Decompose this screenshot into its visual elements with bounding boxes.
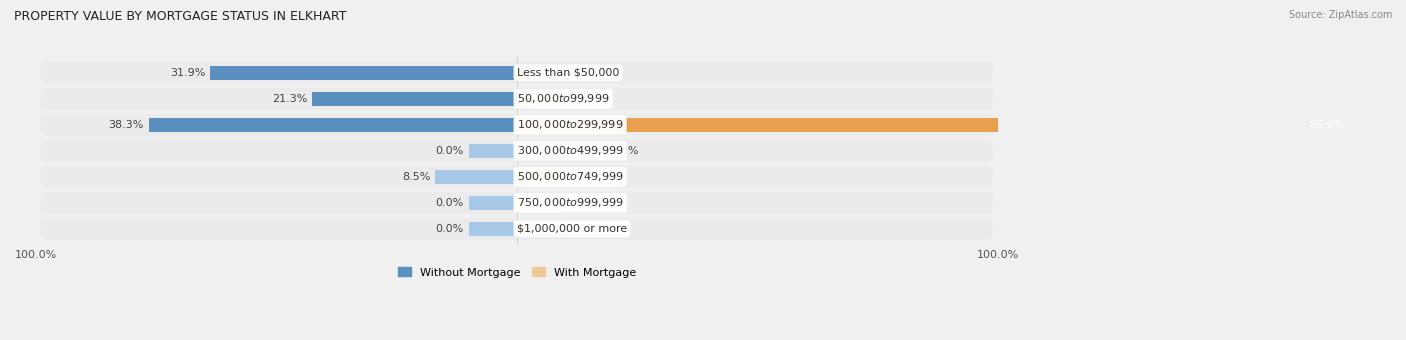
Text: $50,000 to $99,999: $50,000 to $99,999 <box>517 92 609 105</box>
Text: 21.3%: 21.3% <box>271 94 308 104</box>
FancyBboxPatch shape <box>41 140 993 162</box>
FancyBboxPatch shape <box>41 218 993 240</box>
Bar <box>149 118 517 132</box>
Text: 0.0%: 0.0% <box>436 146 464 156</box>
FancyBboxPatch shape <box>41 114 993 136</box>
Bar <box>517 195 565 210</box>
Text: 9.2%: 9.2% <box>610 146 638 156</box>
Bar <box>517 66 565 80</box>
Text: Less than $50,000: Less than $50,000 <box>517 68 619 78</box>
Bar <box>312 91 517 106</box>
Bar <box>468 195 517 210</box>
Text: PROPERTY VALUE BY MORTGAGE STATUS IN ELKHART: PROPERTY VALUE BY MORTGAGE STATUS IN ELK… <box>14 10 346 23</box>
Text: $500,000 to $749,999: $500,000 to $749,999 <box>517 170 623 183</box>
Text: 8.5%: 8.5% <box>402 172 430 182</box>
Text: 0.0%: 0.0% <box>569 172 598 182</box>
Bar <box>517 222 565 236</box>
Text: 2.8%: 2.8% <box>569 68 599 78</box>
Bar <box>468 143 517 158</box>
Text: 0.0%: 0.0% <box>436 198 464 208</box>
Text: 1.4%: 1.4% <box>569 94 598 104</box>
FancyBboxPatch shape <box>41 166 993 188</box>
Bar <box>517 170 565 184</box>
Bar <box>468 222 517 236</box>
Text: 38.3%: 38.3% <box>108 120 143 130</box>
Text: Source: ZipAtlas.com: Source: ZipAtlas.com <box>1288 10 1392 20</box>
Text: 86.6%: 86.6% <box>1309 120 1344 130</box>
Bar <box>209 66 517 80</box>
Bar <box>517 118 1350 132</box>
Bar <box>434 170 517 184</box>
FancyBboxPatch shape <box>41 88 993 110</box>
Text: $750,000 to $999,999: $750,000 to $999,999 <box>517 196 623 209</box>
Text: 31.9%: 31.9% <box>170 68 205 78</box>
Text: $1,000,000 or more: $1,000,000 or more <box>517 224 627 234</box>
Text: $300,000 to $499,999: $300,000 to $499,999 <box>517 144 623 157</box>
FancyBboxPatch shape <box>41 192 993 214</box>
Text: 0.0%: 0.0% <box>436 224 464 234</box>
FancyBboxPatch shape <box>41 62 993 84</box>
Text: $100,000 to $299,999: $100,000 to $299,999 <box>517 118 623 131</box>
Bar <box>517 143 606 158</box>
Legend: Without Mortgage, With Mortgage: Without Mortgage, With Mortgage <box>394 263 641 282</box>
Text: 0.0%: 0.0% <box>569 224 598 234</box>
Text: 0.0%: 0.0% <box>569 198 598 208</box>
Bar <box>517 91 565 106</box>
